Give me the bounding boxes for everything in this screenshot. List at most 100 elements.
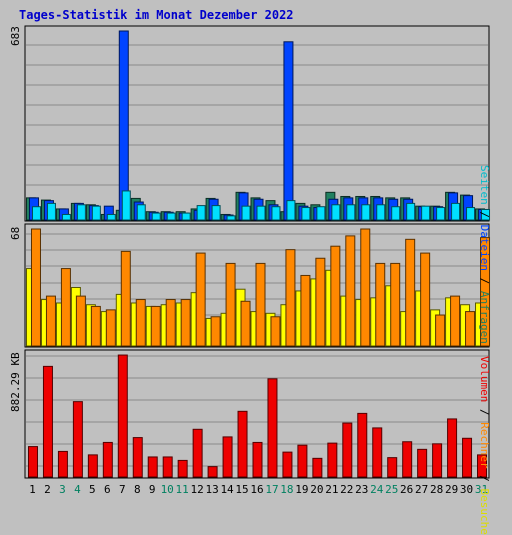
bar-rechner-day-25: [390, 262, 401, 347]
bar-volumen-day-17: [267, 378, 278, 478]
bar-seiten-day-6: [106, 213, 116, 221]
bar-volumen-day-1: [27, 446, 38, 478]
bar-volumen-day-12: [192, 428, 203, 478]
bar-volumen-day-20: [312, 457, 323, 478]
bar-seiten-day-29: [451, 202, 461, 221]
day-label-16: 16: [250, 483, 263, 496]
panel-frame-0: [24, 25, 490, 222]
bar-volumen-day-11: [177, 459, 188, 478]
bar-volumen-day-23: [357, 412, 368, 478]
bar-seiten-day-3: [61, 213, 71, 221]
bar-rechner-day-19: [300, 274, 311, 347]
bar-volumen-day-26: [402, 441, 413, 478]
bar-dateien-day-18: [283, 41, 294, 221]
bar-seiten-day-11: [181, 212, 191, 221]
day-label-17: 17: [265, 483, 278, 496]
day-label-25: 25: [385, 483, 398, 496]
day-label-31: 31: [475, 483, 488, 496]
bar-seiten-day-18: [286, 200, 296, 221]
day-label-22: 22: [340, 483, 353, 496]
bar-rechner-day-9: [150, 305, 161, 347]
bar-volumen-day-24: [372, 427, 383, 478]
bar-volumen-day-2: [42, 365, 53, 478]
bar-seiten-day-8: [136, 204, 146, 221]
day-label-24: 24: [370, 483, 384, 496]
bar-volumen-day-21: [327, 442, 338, 478]
bar-seiten-day-4: [76, 204, 86, 221]
day-label-9: 9: [149, 483, 156, 496]
bar-volumen-day-18: [282, 451, 293, 478]
bar-volumen-day-15: [237, 410, 248, 478]
bar-rechner-day-26: [405, 238, 416, 347]
bar-volumen-day-13: [207, 466, 218, 478]
day-label-23: 23: [355, 483, 368, 496]
bar-rechner-day-12: [195, 252, 206, 347]
bar-volumen-day-25: [387, 457, 398, 478]
legend-dateien: Dateien: [478, 224, 491, 271]
bar-rechner-day-14: [225, 262, 236, 347]
day-label-28: 28: [430, 483, 443, 496]
bar-rechner-day-27: [420, 252, 431, 347]
bar-rechner-day-1: [30, 228, 41, 347]
day-label-4: 4: [74, 483, 81, 496]
legend-sep: /: [478, 402, 491, 423]
bar-volumen-day-7: [117, 354, 128, 478]
bar-seiten-day-15: [241, 205, 251, 221]
bar-rechner-day-16: [255, 262, 266, 347]
bar-volumen-day-8: [132, 437, 143, 478]
bar-rechner-day-23: [360, 228, 371, 347]
legend-top: Seiten / Dateien / Anfragen: [478, 165, 491, 344]
bar-seiten-day-17: [271, 206, 281, 221]
bar-seiten-day-28: [436, 207, 446, 221]
day-label-27: 27: [415, 483, 428, 496]
bar-rechner-day-24: [375, 262, 386, 347]
bar-seiten-day-14: [226, 215, 236, 221]
day-label-10: 10: [161, 483, 174, 496]
bar-volumen-day-4: [72, 401, 83, 478]
day-label-18: 18: [280, 483, 293, 496]
day-label-13: 13: [205, 483, 218, 496]
bar-rechner-day-2: [45, 295, 56, 347]
day-label-6: 6: [104, 483, 111, 496]
bar-seiten-day-25: [391, 206, 401, 221]
day-label-20: 20: [310, 483, 323, 496]
day-label-5: 5: [89, 483, 96, 496]
chart-svg: 1 2 3 4 5 6 7 8 9 10 11 12 13 14 15 16 17 18 19 20 21 22 23 24 2…: [24, 25, 491, 496]
bar-seiten-day-21: [331, 204, 341, 221]
bar-seiten-day-23: [361, 204, 371, 221]
day-label-2: 2: [44, 483, 51, 496]
bar-rechner-day-15: [240, 300, 251, 347]
bar-volumen-day-27: [417, 448, 428, 478]
bar-seiten-day-2: [46, 202, 56, 221]
day-label-15: 15: [235, 483, 248, 496]
bar-rechner-day-13: [210, 316, 221, 347]
bar-rechner-day-29: [450, 295, 461, 347]
chart-container: Tages-Statistik im Monat Dezember 2022 1…: [9, 8, 491, 535]
bar-seiten-day-22: [346, 204, 356, 221]
bar-rechner-day-11: [180, 299, 191, 347]
day-label-19: 19: [295, 483, 308, 496]
bar-seiten-day-13: [211, 205, 221, 221]
bar-rechner-day-21: [330, 245, 341, 347]
legend-sep: /: [478, 204, 491, 225]
day-label-14: 14: [220, 483, 234, 496]
bar-seiten-day-16: [256, 205, 266, 221]
bar-volumen-day-5: [87, 454, 98, 478]
legend-besuche: Besuche: [478, 488, 491, 535]
bar-seiten-day-31: [481, 208, 491, 221]
bar-volumen-day-14: [222, 436, 233, 478]
bar-seiten-day-9: [151, 212, 161, 221]
bar-rechner-day-10: [165, 299, 176, 347]
legend-bottom: Volumen / Rechner / Besuche: [478, 356, 491, 535]
bar-rechner-day-3: [60, 268, 71, 347]
bar-rechner-day-30: [465, 311, 476, 347]
bar-volumen-day-22: [342, 422, 353, 478]
bar-volumen-day-28: [432, 443, 443, 478]
bar-rechner-day-18: [285, 249, 296, 347]
bar-rechner-day-28: [435, 314, 446, 347]
bar-volumen-day-10: [162, 456, 173, 478]
bar-seiten-day-30: [466, 207, 476, 221]
bar-seiten-day-27: [421, 205, 431, 221]
ytick-max-hits: 683: [9, 26, 22, 46]
bar-rechner-day-6: [105, 309, 116, 347]
